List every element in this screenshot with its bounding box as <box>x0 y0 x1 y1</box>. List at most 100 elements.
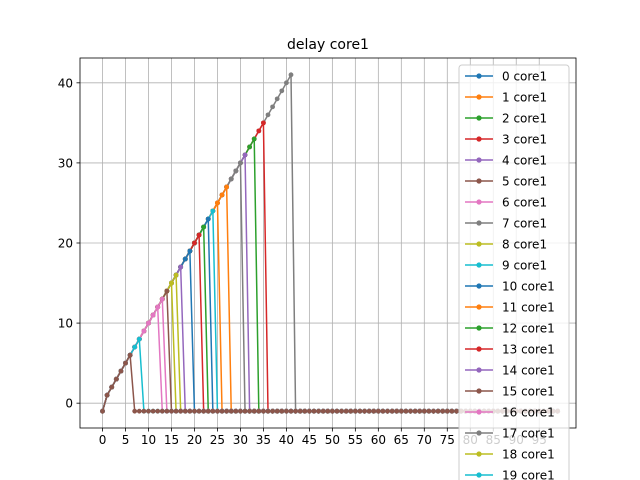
data-point <box>201 224 207 230</box>
data-point <box>247 408 253 414</box>
legend-item: 9 core1 <box>465 259 547 273</box>
data-point <box>403 408 409 414</box>
legend-label: 11 core1 <box>502 301 555 315</box>
data-point <box>435 408 441 414</box>
x-tick-label: 65 <box>394 433 409 447</box>
y-tick-label: 40 <box>58 76 73 90</box>
x-tick-label: 45 <box>302 433 317 447</box>
data-point <box>242 152 248 158</box>
data-point <box>169 408 174 414</box>
y-tick-label: 0 <box>65 397 73 411</box>
data-point <box>265 408 271 414</box>
legend-marker <box>476 283 482 289</box>
data-point <box>205 408 211 414</box>
legend-item: 11 core1 <box>465 301 555 315</box>
legend-label: 16 core1 <box>502 406 555 420</box>
data-point <box>352 408 358 414</box>
data-point <box>311 408 317 414</box>
data-point <box>228 176 234 182</box>
data-point <box>141 328 147 334</box>
legend-item: 15 core1 <box>465 385 555 399</box>
x-tick-label: 60 <box>371 433 386 447</box>
data-point <box>357 408 363 414</box>
legend-label: 19 core1 <box>502 469 555 480</box>
legend-item: 8 core1 <box>465 238 547 252</box>
data-point <box>155 304 161 310</box>
data-point <box>288 408 294 414</box>
legend-label: 10 core1 <box>502 280 555 294</box>
legend-item: 7 core1 <box>465 217 547 231</box>
data-point <box>127 352 133 358</box>
data-point <box>169 280 174 286</box>
legend-marker <box>476 115 482 121</box>
legend-label: 13 core1 <box>502 343 555 357</box>
data-point <box>343 408 349 414</box>
data-point <box>325 408 331 414</box>
data-point <box>178 264 184 270</box>
legend-marker <box>476 136 482 142</box>
legend-item: 5 core1 <box>465 175 547 189</box>
data-point <box>238 408 243 414</box>
data-point <box>389 408 395 414</box>
data-point <box>362 408 367 414</box>
data-point <box>329 408 335 414</box>
x-tick-label: 15 <box>164 433 179 447</box>
data-point <box>421 408 427 414</box>
data-point <box>146 408 151 414</box>
x-tick-label: 35 <box>256 433 271 447</box>
data-point <box>366 408 372 414</box>
x-tick-label: 40 <box>279 433 294 447</box>
data-point <box>339 408 344 414</box>
data-point <box>449 408 455 414</box>
data-point <box>334 408 340 414</box>
data-point <box>196 232 202 238</box>
data-point <box>100 408 105 414</box>
legend-marker <box>476 304 482 310</box>
x-tick-label: 10 <box>141 433 156 447</box>
data-point <box>182 256 188 262</box>
legend-marker <box>476 199 482 205</box>
legend-item: 3 core1 <box>465 133 547 147</box>
data-point <box>205 216 211 222</box>
legend-marker <box>476 73 482 79</box>
legend-marker <box>476 178 482 184</box>
y-tick-label: 10 <box>58 317 73 331</box>
data-point <box>109 384 115 390</box>
legend-marker <box>476 451 482 457</box>
legend-item: 14 core1 <box>465 364 555 378</box>
data-point <box>159 408 165 414</box>
data-point <box>173 272 179 278</box>
legend-label: 8 core1 <box>502 238 547 252</box>
data-point <box>210 208 216 214</box>
legend-marker <box>476 241 482 247</box>
legend-item: 19 core1 <box>465 469 555 480</box>
data-point <box>251 136 257 142</box>
legend-label: 9 core1 <box>502 259 547 273</box>
legend-label: 2 core1 <box>502 112 547 126</box>
data-point <box>132 408 138 414</box>
data-point <box>302 408 308 414</box>
data-point <box>238 160 243 166</box>
data-point <box>316 408 321 414</box>
legend-marker <box>476 409 482 415</box>
data-point <box>279 88 285 94</box>
data-point <box>136 336 142 342</box>
data-point <box>408 408 413 414</box>
data-point <box>375 408 381 414</box>
legend-item: 0 core1 <box>465 70 547 84</box>
legend-label: 12 core1 <box>502 322 555 336</box>
legend: 0 core1 1 core1 2 core1 3 core1 4 core1 5 cor… <box>458 64 570 480</box>
data-point <box>224 184 230 190</box>
x-tick-label: 20 <box>187 433 202 447</box>
data-point <box>242 408 248 414</box>
data-point <box>274 96 280 102</box>
data-point <box>150 408 156 414</box>
x-tick-label: 30 <box>233 433 248 447</box>
data-point <box>164 288 170 294</box>
data-point <box>132 344 138 350</box>
x-tick-label: 50 <box>325 433 340 447</box>
legend-marker <box>476 220 482 226</box>
data-point <box>256 408 262 414</box>
legend-label: 18 core1 <box>502 448 555 462</box>
data-point <box>274 408 280 414</box>
